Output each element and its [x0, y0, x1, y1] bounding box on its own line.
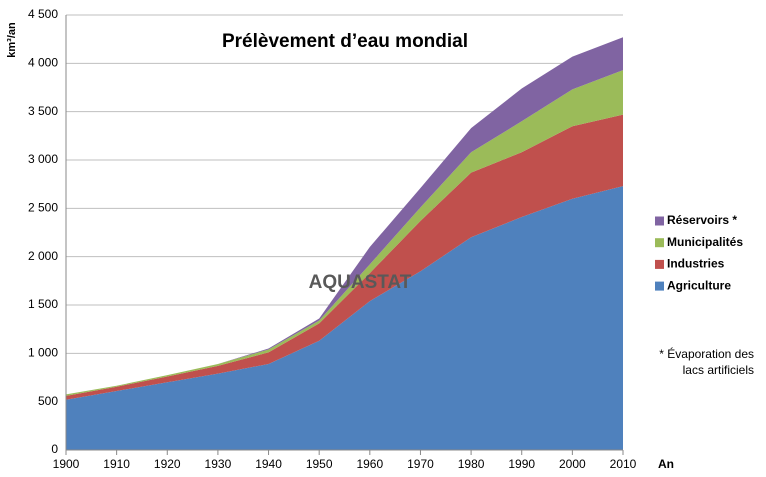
note-line: * Évaporation des	[659, 346, 754, 361]
legend-swatch	[655, 238, 664, 248]
y-axis-label: km³/an	[6, 22, 18, 58]
area	[66, 37, 623, 395]
legend-label: Municipalités	[667, 235, 743, 249]
y-tick-label: 2 500	[28, 201, 58, 215]
legend-label: Réservoirs *	[667, 213, 737, 227]
y-tick-label: 3 000	[28, 152, 58, 166]
y-tick-label: 2 000	[28, 249, 58, 263]
x-axis-label: An	[658, 457, 674, 471]
note-line: lacs artificiels	[683, 363, 754, 377]
y-tick-label: 3 500	[28, 104, 58, 118]
y-tick-label: 500	[38, 394, 58, 408]
x-tick-label: 1940	[255, 457, 282, 471]
area	[66, 114, 623, 400]
x-tick-label: 1960	[356, 457, 383, 471]
y-tick-label: 1 500	[28, 297, 58, 311]
area	[66, 70, 623, 396]
watermark: AQUASTAT	[309, 272, 412, 293]
legend-swatch	[655, 216, 664, 226]
x-tick-label: 1990	[508, 457, 535, 471]
x-tick-label: 1910	[103, 457, 130, 471]
x-tick-label: 1980	[458, 457, 485, 471]
legend-swatch	[655, 259, 664, 269]
legend-label: Industries	[667, 257, 725, 271]
chart-title: Prélèvement d’eau mondial	[222, 31, 468, 52]
x-tick-label: 1930	[205, 457, 232, 471]
x-tick-label: 2010	[610, 457, 637, 471]
x-tick-label: 2000	[559, 457, 586, 471]
y-tick-label: 4 500	[28, 7, 58, 21]
x-tick-label: 1950	[306, 457, 333, 471]
y-tick-label: 1 000	[28, 346, 58, 360]
legend-swatch	[655, 281, 664, 291]
x-tick-label: 1920	[154, 457, 181, 471]
x-tick-label: 1970	[407, 457, 434, 471]
y-tick-label: 0	[51, 442, 58, 456]
area	[66, 186, 623, 450]
y-tick-label: 4 000	[28, 56, 58, 70]
legend-label: Agriculture	[667, 278, 731, 292]
x-tick-label: 1900	[53, 457, 80, 471]
